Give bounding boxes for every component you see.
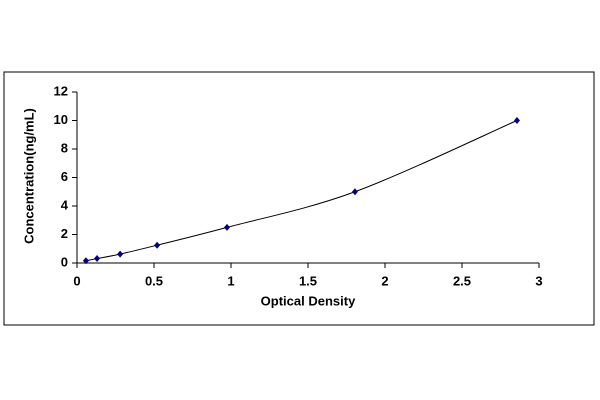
- data-point: [223, 223, 230, 231]
- x-tick-label: 2.5: [453, 273, 471, 288]
- data-point: [513, 117, 520, 124]
- data-point: [154, 241, 161, 249]
- x-tick-label: 2: [381, 273, 388, 288]
- y-tick-label: 12: [54, 83, 68, 98]
- y-axis-label: Concentration(ng/mL): [21, 108, 36, 244]
- x-tick-label: 1.5: [299, 273, 317, 288]
- y-tick-label: 4: [61, 197, 69, 212]
- x-axis-label: Optical Density: [261, 293, 356, 308]
- chart-frame: [3, 71, 595, 326]
- x-tick-label: 3: [535, 273, 542, 288]
- data-point: [82, 257, 89, 265]
- y-tick-label: 10: [54, 112, 68, 127]
- data-point: [117, 250, 124, 258]
- x-tick-label: 1: [227, 273, 234, 288]
- y-tick-label: 0: [61, 254, 68, 269]
- y-tick-label: 8: [61, 140, 68, 155]
- data-point: [351, 188, 358, 196]
- x-tick-label: 0.5: [145, 273, 163, 288]
- x-tick-label: 0: [73, 273, 80, 288]
- curve: [85, 120, 518, 262]
- data-point: [94, 255, 101, 263]
- y-tick-label: 2: [61, 226, 68, 241]
- y-tick-label: 6: [61, 169, 68, 184]
